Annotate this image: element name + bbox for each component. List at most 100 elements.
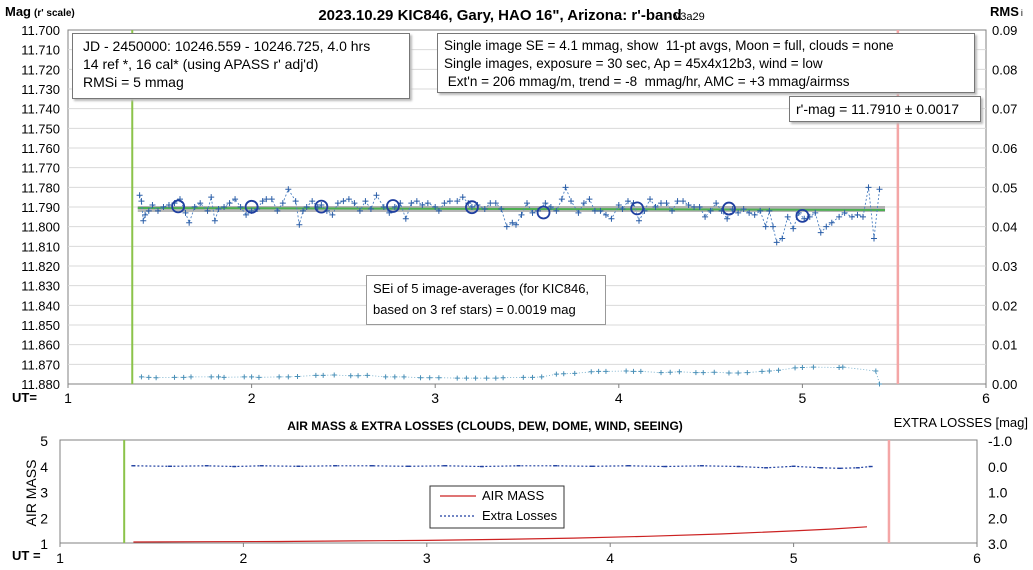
- single-image-point: [619, 205, 626, 212]
- rms-point: [711, 369, 717, 375]
- single-image-point: [766, 207, 773, 214]
- bottom-y-tick-label: 4: [40, 459, 48, 475]
- single-image-point: [635, 217, 642, 224]
- legend-label-air-mass: AIR MASS: [482, 488, 544, 503]
- rms-point: [216, 374, 222, 380]
- top-y-tick-label: 11.700: [21, 23, 60, 38]
- average-point: [536, 205, 551, 220]
- top-x-tick-label: 1: [64, 390, 72, 406]
- average-point: [171, 199, 186, 214]
- rms-point: [392, 374, 398, 380]
- single-image-point: [138, 198, 145, 205]
- single-image-point: [215, 205, 222, 212]
- single-image-point: [784, 213, 791, 220]
- single-image-point: [303, 204, 310, 210]
- single-image-point: [876, 186, 883, 193]
- bottom-y-axis-label: AIR MASS: [23, 460, 39, 527]
- rms-point: [530, 374, 536, 380]
- sei-line-2: based on 3 ref stars) = 0.0019 mag: [373, 302, 576, 317]
- bottom-x-tick-label: 4: [606, 550, 614, 566]
- bottom-y2-axis-label: EXTRA LOSSES [mag]: [894, 415, 1028, 430]
- average-point: [465, 200, 479, 215]
- single-image-point: [757, 207, 764, 214]
- single-image-point: [182, 209, 189, 216]
- bottom-x-tick-label: 6: [973, 550, 981, 566]
- rms-point: [726, 370, 732, 376]
- single-image-point: [724, 215, 731, 222]
- top-y-tick-label: 11.830: [21, 279, 60, 294]
- bottom-y-tick-label: 1: [40, 536, 48, 552]
- single-image-point: [340, 198, 347, 205]
- single-image-point: [624, 198, 631, 205]
- air-mass-line: [133, 526, 868, 543]
- single-image-point: [841, 209, 848, 216]
- single-image-point: [836, 213, 843, 220]
- rms-point: [138, 374, 144, 380]
- single-image-point: [186, 219, 193, 226]
- rms-point: [588, 369, 594, 375]
- single-image-point: [268, 196, 275, 203]
- top-x-axis-label: UT=: [12, 390, 37, 405]
- top-y-tick-label: 11.870: [21, 357, 60, 372]
- rms-point: [500, 375, 506, 381]
- top-y2-tick-label: 0.03: [992, 259, 1017, 274]
- rms-point: [623, 368, 629, 374]
- rms-point: [553, 371, 559, 377]
- top-y-tick-label: 11.710: [21, 43, 60, 58]
- rms-point: [256, 374, 262, 380]
- single-image-point: [828, 219, 835, 226]
- bottom-tick-labels: 1 2 3 4 5 -1.0 0.0 1.0 2.0 3.0 1 2 3 4 5 6: [40, 433, 1012, 566]
- single-image-point: [512, 221, 519, 228]
- single-image-point: [356, 207, 363, 214]
- top-y-tick-label: 11.860: [21, 338, 60, 353]
- single-image-point: [263, 196, 270, 203]
- single-image-point: [524, 200, 530, 207]
- single-image-point: [542, 200, 549, 207]
- single-image-point: [413, 198, 420, 205]
- result-box: r'-mag = 11.7910 ± 0.0017: [789, 96, 981, 122]
- rms-point: [596, 368, 602, 374]
- bottom-y2-tick-label: 1.0: [988, 485, 1008, 501]
- rms-point: [572, 370, 578, 376]
- rms-point: [799, 364, 805, 370]
- bottom-ut-markers: [123, 440, 891, 543]
- single-image-point: [232, 196, 239, 203]
- bottom-x-tick-label: 3: [423, 550, 431, 566]
- top-y2-tick-label: 0.00: [992, 377, 1017, 392]
- single-image-point: [817, 229, 824, 236]
- rms-point: [295, 374, 300, 380]
- single-image-point: [334, 200, 341, 207]
- rms-point: [759, 368, 765, 374]
- rms-point: [348, 373, 354, 379]
- single-image-point: [615, 202, 622, 209]
- rms-point: [418, 375, 424, 381]
- top-y-tick-label: 11.880: [21, 377, 60, 392]
- bottom-y2-tick-label: 2.0: [988, 510, 1008, 526]
- top-y-tick-label: 11.750: [21, 121, 60, 136]
- sei-box: SEi of 5 image-averages (for KIC846, bas…: [366, 275, 606, 325]
- extra-losses-line: [133, 465, 871, 469]
- single-image-point: [770, 223, 777, 230]
- single-image-point: [790, 225, 797, 232]
- top-y-axis-label-sub: (r' scale): [34, 8, 75, 19]
- single-image-point: [812, 209, 819, 216]
- single-image-point: [481, 205, 488, 212]
- single-image-point: [329, 211, 336, 218]
- single-image-point: [779, 235, 786, 242]
- bottom-x-axis-label: UT =: [12, 548, 41, 563]
- single-image-point: [204, 207, 211, 214]
- rms-point: [877, 381, 883, 387]
- average-point: [722, 201, 736, 216]
- top-x-tick-label: 6: [982, 390, 990, 406]
- top-y-tick-label: 11.840: [21, 298, 60, 313]
- rms-point: [364, 372, 370, 378]
- rms-point: [181, 374, 187, 380]
- rms-point: [473, 375, 479, 381]
- rms-point: [153, 375, 159, 381]
- bottom-y-tick-label: 3: [40, 485, 48, 501]
- top-y-axis-label-main: Mag: [5, 4, 31, 19]
- average-point: [314, 199, 329, 214]
- rms-point: [320, 372, 326, 378]
- top-y-tick-label: 11.790: [21, 200, 60, 215]
- single-image-point: [279, 200, 286, 207]
